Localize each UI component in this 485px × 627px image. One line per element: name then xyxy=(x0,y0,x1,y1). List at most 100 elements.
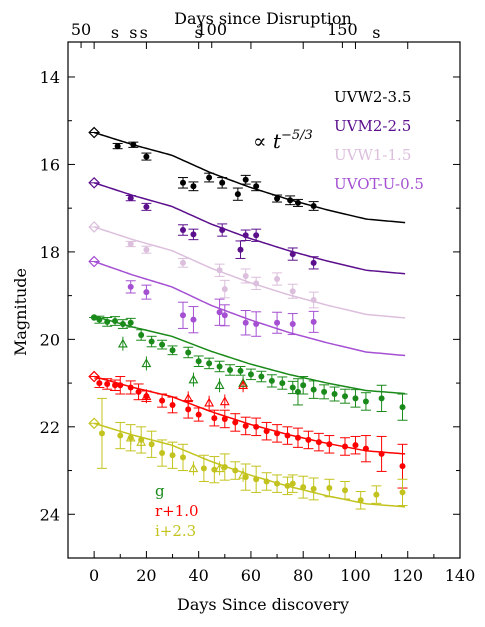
data-point xyxy=(399,489,406,496)
first-epoch-marker xyxy=(88,370,100,383)
s-marker-label: s xyxy=(140,23,148,42)
legend-entry: UVW1-1.5 xyxy=(334,146,411,164)
x-tick-label: 60 xyxy=(241,566,261,585)
data-point xyxy=(242,232,249,239)
data-point xyxy=(179,227,186,234)
data-point xyxy=(289,480,296,487)
labels: Days since Disruption Days Since discove… xyxy=(11,9,352,614)
data-point xyxy=(342,443,349,450)
data-point xyxy=(112,317,119,324)
y-tick-label: 14 xyxy=(40,68,60,87)
data-point xyxy=(206,360,213,367)
power-law-annotation: ∝ t−5/3 xyxy=(253,128,313,153)
data-point xyxy=(274,430,281,437)
data-point xyxy=(378,395,385,402)
first-epoch-marker xyxy=(88,221,100,233)
data-point xyxy=(242,422,249,429)
open-triangle-point xyxy=(188,374,199,384)
data-point xyxy=(179,179,186,186)
data-point xyxy=(310,297,317,303)
data-point xyxy=(268,377,275,384)
top-axis-label: Days since Disruption xyxy=(174,9,352,28)
data-point xyxy=(274,276,281,283)
data-point xyxy=(326,441,333,448)
x-axis-label: Days Since discovery xyxy=(177,595,349,614)
first-epoch-marker xyxy=(88,176,100,189)
open-triangle-point xyxy=(136,436,147,446)
data-point xyxy=(190,316,197,323)
open-triangle-point xyxy=(219,396,230,406)
data-point xyxy=(362,445,369,452)
x-tick-label: 80 xyxy=(293,566,313,585)
open-triangle-point xyxy=(183,393,194,403)
data-point xyxy=(289,321,296,328)
data-point xyxy=(216,309,223,316)
data-point xyxy=(242,272,249,279)
y-tick-label: 16 xyxy=(40,155,60,174)
s-marker-label: s xyxy=(129,23,137,42)
top-tick-label: 150 xyxy=(327,20,358,39)
model-curve xyxy=(93,315,406,395)
data-point xyxy=(289,288,296,295)
data-point xyxy=(300,484,307,491)
top-tick-label: 50 xyxy=(71,20,91,39)
data-point xyxy=(190,231,197,238)
data-point xyxy=(195,411,202,418)
open-triangle-point xyxy=(214,380,225,390)
x-tick-label: 120 xyxy=(392,566,423,585)
data-point xyxy=(221,415,228,422)
s-marker-label: s xyxy=(372,23,380,42)
data-point xyxy=(200,465,207,472)
data-point xyxy=(263,428,270,435)
data-point xyxy=(206,174,213,181)
data-point xyxy=(98,430,105,437)
open-triangle-point xyxy=(188,463,199,473)
open-triangle-point xyxy=(141,391,152,400)
data-point xyxy=(130,141,137,148)
data-point xyxy=(96,380,103,387)
data-point xyxy=(258,373,265,380)
data-point xyxy=(352,442,359,449)
data-point xyxy=(143,153,150,160)
model-curve xyxy=(93,422,406,508)
data-point xyxy=(310,259,317,266)
data-point xyxy=(159,450,166,457)
data-point xyxy=(305,436,312,443)
data-point xyxy=(373,491,380,498)
data-point xyxy=(179,259,186,266)
data-point xyxy=(221,464,228,471)
data-point xyxy=(169,452,176,459)
data-point xyxy=(274,480,281,487)
data-point xyxy=(119,321,126,328)
data-point xyxy=(117,432,124,439)
data-point xyxy=(279,380,286,387)
first-epoch-point xyxy=(90,314,98,321)
data-point xyxy=(310,485,317,492)
y-axis-label: Magnitude xyxy=(11,268,30,356)
data-point xyxy=(195,358,202,365)
open-triangle-point xyxy=(141,358,152,368)
data-point xyxy=(219,179,226,186)
open-triangle-point xyxy=(214,463,225,473)
data-point xyxy=(352,395,359,402)
data-point xyxy=(179,454,186,461)
data-point xyxy=(253,476,260,483)
data-point xyxy=(159,341,166,348)
open-triangle-point xyxy=(125,432,136,442)
data-point xyxy=(253,280,260,287)
data-point xyxy=(219,227,226,234)
data-point xyxy=(127,195,134,202)
data-point xyxy=(216,363,223,370)
data-point xyxy=(310,202,317,209)
data-point xyxy=(211,415,218,422)
first-epoch-marker xyxy=(88,255,100,268)
data-points xyxy=(88,126,406,504)
data-point xyxy=(138,331,145,338)
first-epoch-marker xyxy=(88,417,100,430)
data-point xyxy=(143,246,150,253)
data-point xyxy=(169,347,176,354)
data-point xyxy=(331,391,338,398)
data-point xyxy=(263,478,270,485)
